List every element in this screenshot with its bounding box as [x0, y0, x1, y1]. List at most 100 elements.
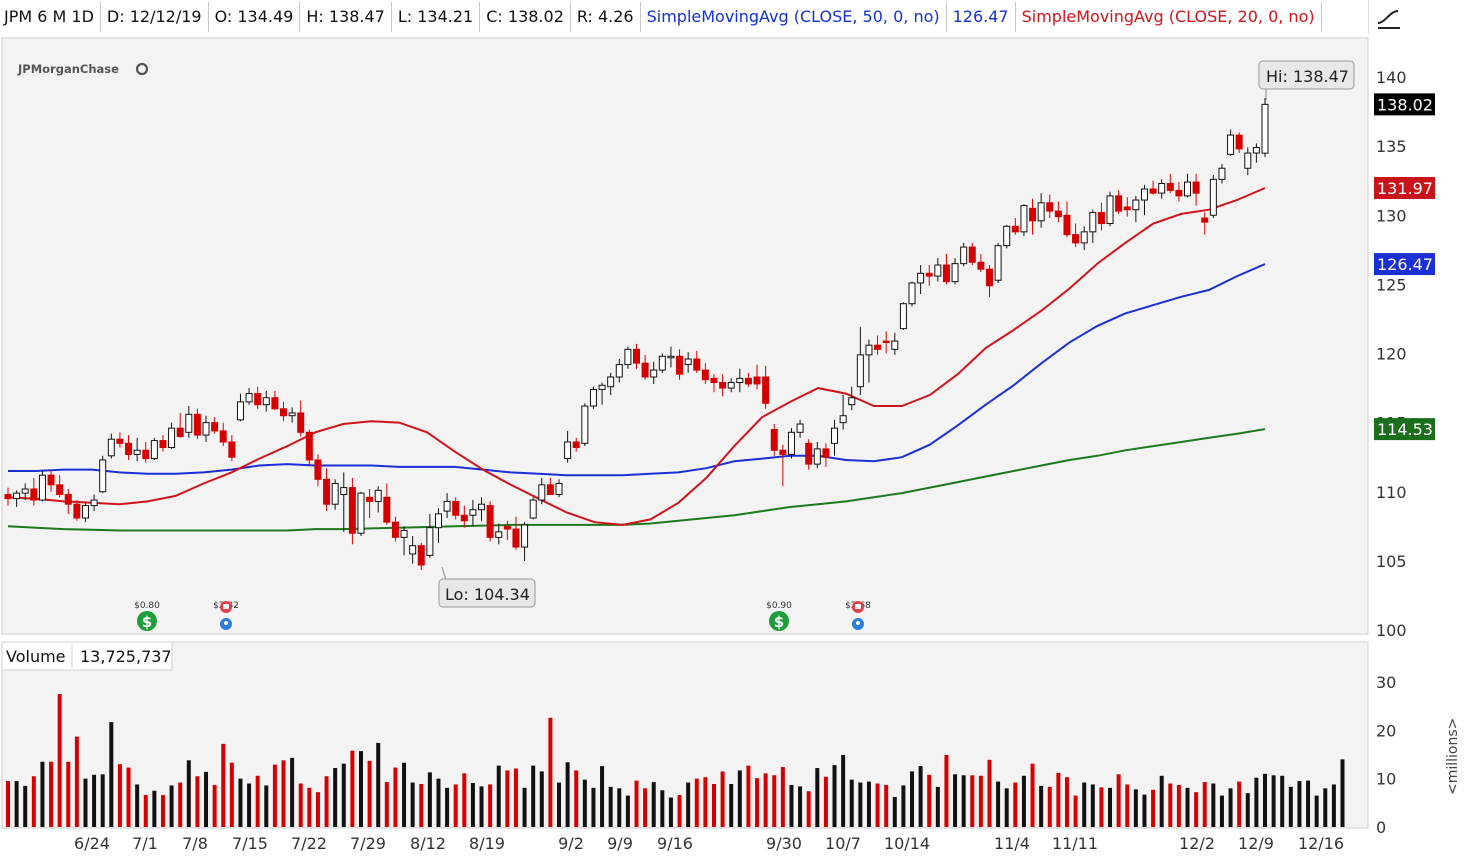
candle[interactable] [693, 350, 701, 373]
candle[interactable] [538, 477, 546, 505]
candle[interactable] [1011, 218, 1019, 235]
candle[interactable] [985, 265, 993, 297]
candle[interactable] [805, 439, 813, 470]
candle[interactable] [658, 353, 666, 373]
candle[interactable] [478, 497, 486, 521]
candle[interactable] [891, 332, 899, 355]
candle[interactable] [641, 354, 649, 380]
candle[interactable] [168, 422, 176, 449]
candle[interactable] [409, 535, 417, 564]
candle[interactable] [1261, 98, 1269, 158]
candle[interactable] [30, 477, 38, 506]
candle[interactable] [1149, 180, 1157, 195]
candle[interactable] [116, 432, 124, 448]
candle[interactable] [727, 378, 735, 393]
candle[interactable] [1020, 204, 1028, 236]
candle[interactable] [1166, 173, 1174, 194]
candle[interactable] [383, 483, 391, 525]
candle[interactable] [1046, 194, 1054, 219]
candle[interactable] [13, 490, 21, 507]
candle[interactable] [185, 406, 193, 438]
candle[interactable] [297, 400, 305, 437]
candle[interactable] [211, 417, 219, 434]
volume-panel[interactable] [1, 641, 1369, 829]
candle[interactable] [977, 253, 985, 272]
candle[interactable] [529, 497, 537, 520]
candle[interactable] [633, 343, 640, 369]
candle[interactable] [236, 393, 244, 422]
candle[interactable] [994, 242, 1002, 283]
earnings-marker[interactable]: $2.82 [213, 601, 239, 630]
dividend-marker[interactable]: $0.80 $ [134, 601, 160, 631]
candle[interactable] [701, 363, 709, 384]
candle[interactable] [219, 422, 227, 447]
candle[interactable] [736, 368, 744, 393]
candle[interactable] [202, 415, 210, 442]
candle[interactable] [47, 469, 55, 492]
candle[interactable] [1235, 132, 1243, 154]
candle[interactable] [391, 516, 399, 542]
candle[interactable] [280, 401, 288, 422]
candle[interactable] [822, 443, 830, 467]
candle[interactable] [193, 408, 201, 440]
candle[interactable] [1072, 223, 1080, 248]
candle[interactable] [1089, 209, 1097, 243]
candle[interactable] [667, 346, 675, 368]
candle[interactable] [1037, 193, 1045, 228]
sma20-study-label[interactable]: SimpleMovingAvg (CLOSE, 20, 0, no) [1016, 2, 1322, 32]
candle[interactable] [856, 327, 864, 395]
candle[interactable] [607, 372, 615, 395]
candle[interactable] [348, 477, 356, 545]
candle[interactable] [779, 444, 787, 487]
candle[interactable] [839, 394, 847, 430]
candle[interactable] [1175, 182, 1183, 202]
candle[interactable] [64, 488, 72, 514]
candle[interactable] [486, 501, 494, 542]
candle[interactable] [142, 441, 150, 463]
candle[interactable] [676, 349, 684, 380]
candle[interactable] [951, 258, 959, 285]
candle[interactable] [1132, 195, 1140, 223]
candle[interactable] [426, 513, 434, 559]
candle[interactable] [288, 407, 296, 423]
candle[interactable] [787, 428, 795, 459]
candle[interactable] [1218, 164, 1226, 184]
candle[interactable] [434, 508, 442, 543]
candle[interactable] [615, 359, 623, 383]
candle[interactable] [684, 352, 692, 373]
candle[interactable] [125, 435, 133, 460]
candle[interactable] [271, 390, 279, 411]
candle[interactable] [99, 455, 107, 494]
candle[interactable] [262, 390, 270, 412]
candle[interactable] [176, 412, 184, 438]
candle[interactable] [1029, 198, 1037, 235]
dividend-marker[interactable]: $0.90 $ [766, 601, 792, 631]
candle[interactable] [942, 253, 950, 285]
symbol-label[interactable]: JPM 6 M 1D [0, 2, 101, 32]
candle[interactable] [710, 374, 718, 393]
candle[interactable] [1244, 147, 1252, 176]
candle[interactable] [589, 386, 597, 409]
candle[interactable] [1106, 191, 1114, 227]
candle[interactable] [882, 331, 890, 354]
candle[interactable] [228, 435, 236, 462]
candle[interactable] [469, 500, 477, 527]
candle[interactable] [1140, 184, 1148, 216]
candle[interactable] [56, 475, 64, 498]
candle[interactable] [813, 441, 821, 469]
candle[interactable] [555, 479, 563, 498]
candle[interactable] [366, 488, 374, 519]
candle[interactable] [21, 483, 29, 501]
candle[interactable] [374, 486, 382, 513]
candle[interactable] [1063, 201, 1071, 238]
candle[interactable] [848, 386, 856, 411]
candle[interactable] [1115, 190, 1123, 214]
candle[interactable] [874, 335, 882, 355]
candle[interactable] [753, 364, 761, 390]
candle[interactable] [908, 281, 916, 307]
candle[interactable] [925, 265, 933, 286]
candle[interactable] [719, 374, 727, 397]
candle[interactable] [564, 430, 572, 463]
earnings-marker[interactable]: $2.68 [845, 601, 871, 630]
